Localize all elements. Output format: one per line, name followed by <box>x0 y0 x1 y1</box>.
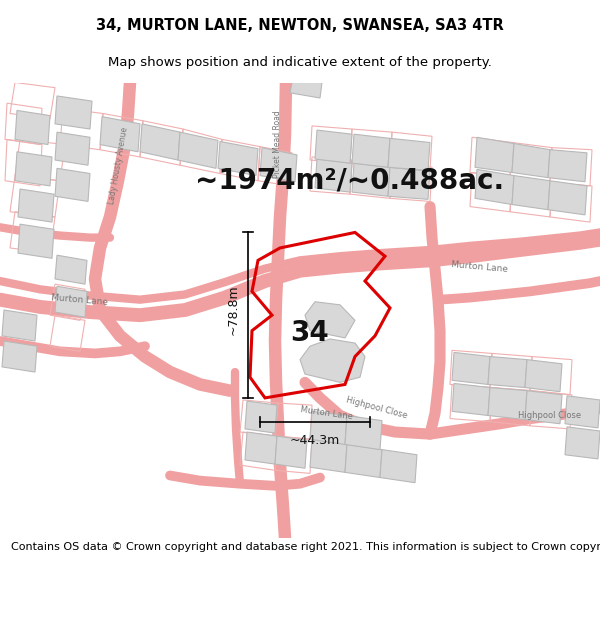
Polygon shape <box>315 159 352 192</box>
Text: Murton Lane: Murton Lane <box>51 292 109 307</box>
Polygon shape <box>352 163 390 196</box>
Polygon shape <box>55 132 90 165</box>
Text: 34: 34 <box>290 319 329 347</box>
Polygon shape <box>55 96 92 129</box>
Polygon shape <box>15 152 52 186</box>
Polygon shape <box>388 138 430 171</box>
Polygon shape <box>352 134 390 168</box>
Polygon shape <box>18 189 54 222</box>
Text: Picket Mead Road: Picket Mead Road <box>274 111 283 178</box>
Polygon shape <box>525 391 562 424</box>
Text: ~44.3m: ~44.3m <box>290 434 340 447</box>
Polygon shape <box>548 150 587 182</box>
Polygon shape <box>100 117 140 152</box>
Polygon shape <box>525 359 562 392</box>
Polygon shape <box>345 416 382 449</box>
Polygon shape <box>245 401 277 433</box>
Polygon shape <box>475 138 514 172</box>
Polygon shape <box>565 427 600 459</box>
Polygon shape <box>55 286 87 318</box>
Polygon shape <box>310 411 347 444</box>
Polygon shape <box>305 302 355 338</box>
Polygon shape <box>565 396 600 428</box>
Polygon shape <box>260 148 297 182</box>
Text: Highpool Close: Highpool Close <box>518 411 581 420</box>
Polygon shape <box>290 82 322 98</box>
Polygon shape <box>300 339 365 382</box>
Polygon shape <box>315 130 352 163</box>
Text: ~78.8m: ~78.8m <box>227 285 240 335</box>
Polygon shape <box>488 388 527 419</box>
Polygon shape <box>488 356 527 388</box>
Polygon shape <box>178 132 218 168</box>
Text: ~1974m²/~0.488ac.: ~1974m²/~0.488ac. <box>195 167 504 195</box>
Text: Map shows position and indicative extent of the property.: Map shows position and indicative extent… <box>108 56 492 69</box>
Polygon shape <box>2 341 37 372</box>
Text: Murton Lane: Murton Lane <box>300 405 354 421</box>
Text: Highpool Close: Highpool Close <box>345 396 409 421</box>
Polygon shape <box>512 176 550 210</box>
Polygon shape <box>55 255 87 284</box>
Polygon shape <box>218 141 258 176</box>
Polygon shape <box>275 436 307 468</box>
Polygon shape <box>2 310 37 341</box>
Polygon shape <box>548 181 587 215</box>
Polygon shape <box>18 224 54 258</box>
Polygon shape <box>388 168 430 199</box>
Text: Murton Lane: Murton Lane <box>451 259 509 274</box>
Polygon shape <box>345 444 382 478</box>
Polygon shape <box>15 111 50 144</box>
Polygon shape <box>475 169 514 204</box>
Polygon shape <box>310 439 347 472</box>
Polygon shape <box>140 124 180 160</box>
Polygon shape <box>55 168 90 201</box>
Polygon shape <box>452 352 490 384</box>
Text: Lady Housty Avenue: Lady Housty Avenue <box>107 126 129 204</box>
Polygon shape <box>245 432 277 464</box>
Polygon shape <box>512 144 550 177</box>
Polygon shape <box>380 449 417 482</box>
Text: 34, MURTON LANE, NEWTON, SWANSEA, SA3 4TR: 34, MURTON LANE, NEWTON, SWANSEA, SA3 4T… <box>96 18 504 33</box>
Text: Contains OS data © Crown copyright and database right 2021. This information is : Contains OS data © Crown copyright and d… <box>11 542 600 552</box>
Polygon shape <box>452 383 490 416</box>
